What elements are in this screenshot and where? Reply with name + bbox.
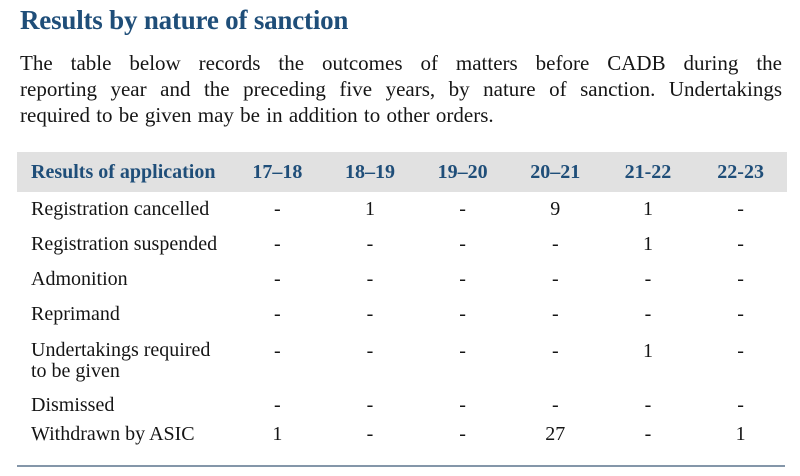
value-cell: -	[551, 393, 559, 416]
value-cell: -	[366, 422, 374, 445]
value-cell: -	[273, 303, 281, 325]
intro-line: The table below records the outcomes of …	[20, 51, 782, 75]
table-row: Dismissed - - - - - -	[17, 390, 787, 420]
column-header-20-21: 20–21	[530, 160, 581, 183]
value-cell: 1	[272, 422, 283, 445]
table-row: Admonition - - - - - -	[17, 262, 787, 297]
row-label: Dismissed	[31, 393, 115, 416]
row-label: Registration cancelled	[31, 198, 210, 220]
sanctions-table: Results of application 17–18 18–19 19–20…	[17, 152, 787, 448]
value-cell: -	[459, 233, 466, 255]
value-cell: -	[273, 233, 281, 255]
column-header-21-22: 21-22	[624, 160, 672, 183]
page-title: Results by nature of sanction	[20, 5, 349, 35]
table-row: Undertakings required to be given - - - - 1 -	[17, 332, 787, 390]
value-cell: -	[737, 393, 744, 416]
value-cell: -	[459, 303, 466, 325]
value-cell: -	[551, 340, 559, 362]
table-row: Registration suspended - - - - 1 -	[17, 227, 787, 262]
row-label: Reprimand	[31, 303, 120, 325]
value-cell: -	[459, 198, 466, 220]
value-cell: 1	[364, 198, 375, 220]
row-label: Admonition	[31, 268, 128, 290]
value-cell: -	[273, 393, 281, 416]
bottom-rule-divider	[17, 465, 785, 467]
value-cell: -	[273, 340, 281, 362]
value-cell: -	[644, 393, 652, 416]
column-header-18-19: 18–19	[344, 160, 395, 183]
value-cell: -	[737, 303, 744, 325]
table-header-row: Results of application 17–18 18–19 19–20…	[17, 152, 787, 192]
table-row: Reprimand - - - - - -	[17, 297, 787, 332]
value-cell: -	[459, 393, 466, 416]
column-header-22-23: 22-23	[717, 160, 764, 183]
value-cell: -	[551, 303, 559, 325]
value-cell: -	[737, 198, 744, 220]
column-header-17-18: 17–18	[252, 160, 303, 183]
value-cell: 1	[642, 233, 653, 255]
column-header-19-20: 19–20	[437, 160, 488, 183]
value-cell: -	[644, 422, 652, 445]
value-cell: -	[366, 340, 374, 362]
value-cell: 1	[642, 340, 653, 362]
row-label: Registration suspended	[31, 233, 218, 255]
value-cell: 9	[550, 198, 561, 220]
value-cell: -	[366, 303, 374, 325]
value-cell: -	[366, 393, 374, 416]
value-cell: 1	[642, 198, 653, 220]
sanctions-table-container: Results of application 17–18 18–19 19–20…	[17, 152, 787, 448]
value-cell: -	[737, 268, 744, 290]
table-body: Registration cancelled -1-9 1- Registration…	[17, 192, 787, 448]
value-cell: -	[737, 340, 744, 362]
value-cell: 27	[545, 422, 566, 445]
intro-line: required to be given may be in addition …	[20, 103, 494, 127]
intro-line: reporting year and the preceding five ye…	[20, 77, 782, 101]
value-cell: -	[551, 268, 559, 290]
value-cell: -	[644, 268, 652, 290]
value-cell: -	[644, 303, 652, 325]
table-row: Withdrawn by ASIC 1 - - 27 - 1	[17, 420, 787, 448]
value-cell: -	[459, 268, 466, 290]
row-label: Withdrawn by ASIC	[31, 422, 195, 445]
table-row: Registration cancelled - 1 - 9 1 -	[17, 192, 787, 227]
row-label: Undertakings required to be given	[31, 339, 211, 382]
value-cell: -	[737, 233, 744, 255]
value-cell: 1	[735, 422, 746, 445]
value-cell: -	[551, 233, 559, 255]
value-cell: -	[273, 198, 281, 220]
value-cell: -	[273, 268, 281, 290]
intro-paragraph: The table below records the outcomes of …	[20, 50, 782, 128]
value-cell: -	[459, 340, 466, 362]
column-header-results-of-application: Results of application	[31, 160, 216, 183]
value-cell: -	[366, 233, 374, 255]
value-cell: -	[366, 268, 374, 290]
value-cell: -	[459, 422, 466, 445]
